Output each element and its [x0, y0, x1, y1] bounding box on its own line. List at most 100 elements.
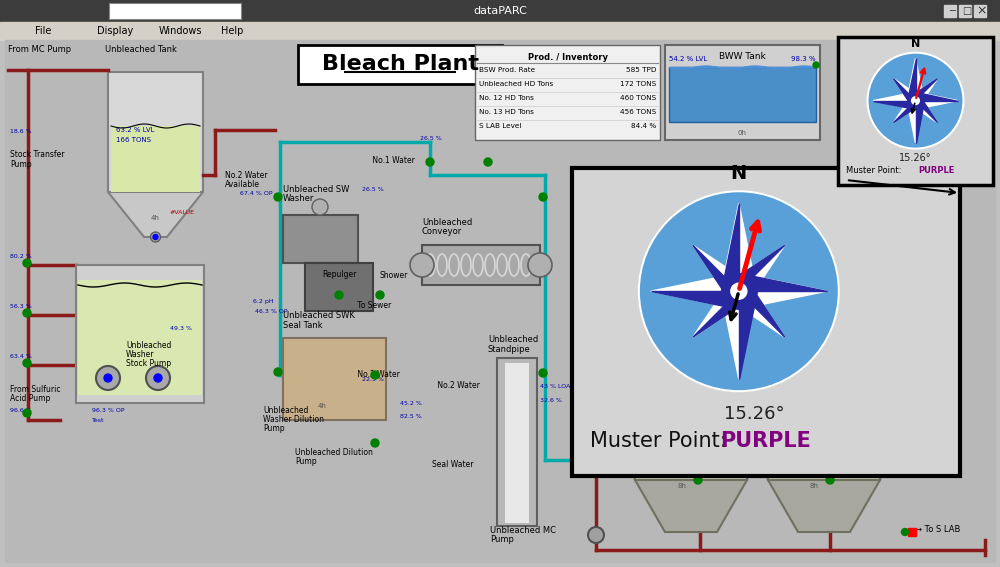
Text: Bleach Plant: Bleach Plant — [322, 54, 479, 74]
Polygon shape — [911, 79, 938, 100]
Text: 80.2 %: 80.2 % — [10, 254, 32, 259]
Text: Repulger: Repulger — [322, 270, 356, 279]
Text: File: File — [35, 26, 51, 36]
Text: Unbleached Tank: Unbleached Tank — [105, 45, 177, 54]
Circle shape — [146, 366, 170, 390]
Polygon shape — [635, 480, 747, 532]
Circle shape — [484, 158, 492, 166]
Text: 49.3 %: 49.3 % — [170, 326, 192, 331]
Text: □: □ — [962, 6, 972, 16]
Circle shape — [23, 309, 31, 317]
Text: Windows: Windows — [159, 26, 202, 36]
Polygon shape — [911, 96, 938, 122]
Text: 54.2 % LVL: 54.2 % LVL — [669, 56, 707, 62]
Polygon shape — [693, 291, 748, 337]
Polygon shape — [916, 92, 958, 100]
Text: 98.3 %: 98.3 % — [791, 56, 816, 62]
Bar — [635, 378, 747, 480]
Text: Display: Display — [97, 26, 133, 36]
Polygon shape — [739, 273, 827, 291]
Text: Unbleached MC: Unbleached MC — [490, 526, 556, 535]
Circle shape — [731, 283, 747, 299]
Circle shape — [371, 371, 379, 379]
Text: 4h: 4h — [150, 215, 159, 221]
Circle shape — [312, 199, 328, 215]
Circle shape — [694, 476, 702, 484]
Text: 32.6 %: 32.6 % — [540, 398, 562, 403]
Text: Seal Tank: Seal Tank — [283, 321, 323, 330]
Bar — [108, 72, 203, 192]
Polygon shape — [893, 79, 920, 105]
Text: Stock Transfer: Stock Transfer — [10, 150, 64, 159]
Text: ×: × — [977, 5, 987, 18]
Circle shape — [694, 384, 702, 392]
Circle shape — [150, 232, 160, 242]
Circle shape — [588, 527, 604, 543]
Text: dataPARC: dataPARC — [473, 6, 527, 16]
Text: PURPLE: PURPLE — [720, 431, 811, 451]
Circle shape — [902, 528, 908, 535]
Polygon shape — [907, 58, 924, 100]
Text: Unbleached: Unbleached — [422, 218, 472, 227]
FancyBboxPatch shape — [109, 3, 241, 19]
Text: 26.5 %: 26.5 % — [362, 187, 384, 192]
Polygon shape — [873, 92, 916, 109]
Bar — [283, 338, 386, 420]
Text: No.2 Water: No.2 Water — [355, 370, 400, 379]
Bar — [78, 280, 202, 395]
Text: 15.26°: 15.26° — [724, 405, 784, 423]
Circle shape — [826, 476, 834, 484]
Polygon shape — [768, 480, 880, 532]
Text: No. 12 HD Tons: No. 12 HD Tons — [479, 95, 534, 101]
Text: Unbleached HD Tons: Unbleached HD Tons — [479, 81, 553, 87]
Text: From MC Pump: From MC Pump — [8, 45, 71, 54]
Text: 6.2 pH: 6.2 pH — [253, 299, 274, 304]
Text: 166 TONS: 166 TONS — [116, 137, 151, 143]
Circle shape — [371, 439, 379, 447]
Polygon shape — [693, 282, 748, 337]
Text: 63.4 %: 63.4 % — [10, 354, 32, 359]
Bar — [944, 5, 956, 17]
Text: Unbleached: Unbleached — [126, 341, 171, 350]
Bar — [505, 363, 529, 523]
Bar — [0, 22, 1000, 40]
Bar — [422, 245, 540, 285]
Circle shape — [335, 291, 343, 299]
Text: → To S LAB: → To S LAB — [915, 525, 960, 534]
Text: Unbleached SWK: Unbleached SWK — [283, 311, 355, 320]
Text: Pump: Pump — [263, 424, 285, 433]
Text: No.1 Water: No.1 Water — [370, 156, 415, 165]
Text: 0h: 0h — [738, 130, 747, 136]
Bar — [0, 0, 1000, 22]
Text: Seal Water: Seal Water — [432, 460, 474, 469]
Text: 18.6 %: 18.6 % — [10, 129, 32, 134]
Bar — [669, 67, 816, 122]
Polygon shape — [108, 192, 203, 237]
Bar — [76, 265, 204, 403]
Text: 15.26°: 15.26° — [899, 153, 932, 163]
Text: 46.3 % OP: 46.3 % OP — [255, 309, 288, 314]
Circle shape — [104, 374, 112, 382]
Bar — [283, 215, 358, 263]
Text: Washer: Washer — [126, 350, 154, 359]
Text: Unbleached: Unbleached — [488, 335, 538, 344]
Circle shape — [834, 384, 842, 392]
Bar — [838, 37, 993, 185]
Polygon shape — [693, 246, 739, 301]
Text: 43 % LOAD: 43 % LOAD — [540, 384, 575, 389]
Text: BSW Prod. Rate: BSW Prod. Rate — [479, 67, 535, 73]
Text: N: N — [911, 39, 920, 49]
Text: Stock Pump: Stock Pump — [126, 359, 171, 368]
Circle shape — [154, 374, 162, 382]
Polygon shape — [873, 100, 916, 109]
Bar — [770, 382, 878, 476]
Circle shape — [810, 426, 838, 454]
Circle shape — [639, 191, 839, 391]
Text: Prod. / Inventory: Prod. / Inventory — [528, 53, 608, 62]
Bar — [665, 45, 820, 140]
Text: Help: Help — [221, 26, 243, 36]
Polygon shape — [907, 100, 924, 143]
Polygon shape — [730, 246, 785, 291]
Text: 67.4 % OP: 67.4 % OP — [240, 191, 272, 196]
Text: 172 TONS: 172 TONS — [620, 81, 656, 87]
